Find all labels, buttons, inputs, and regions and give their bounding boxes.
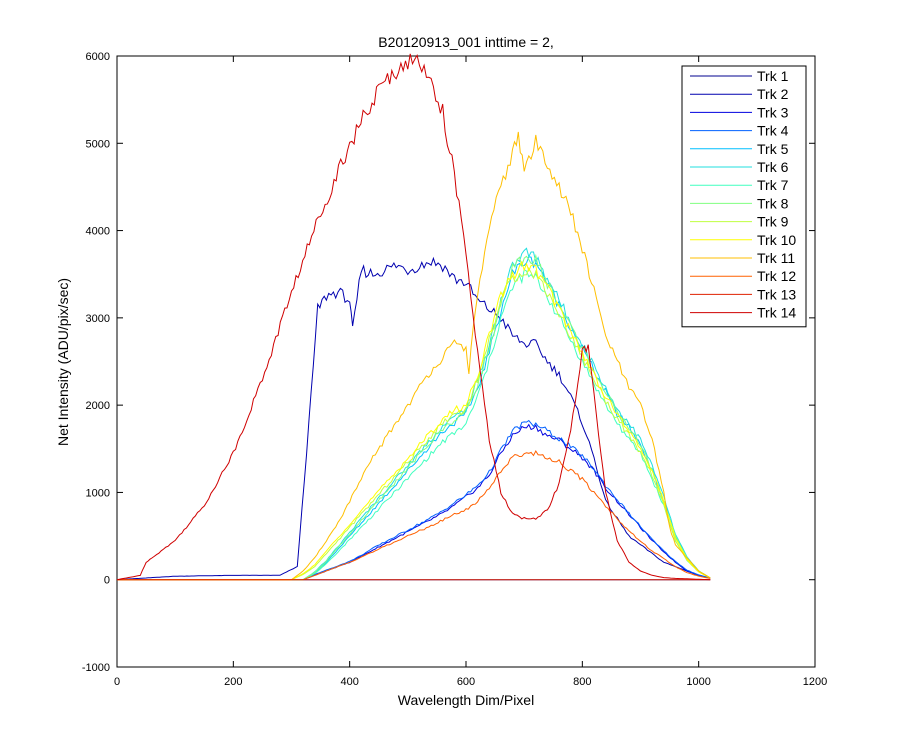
chart-title: B20120913_001 inttime = 2, xyxy=(378,34,554,50)
y-tick-label: 4000 xyxy=(86,226,110,238)
legend-box xyxy=(681,65,807,328)
x-tick-label: 400 xyxy=(340,676,358,688)
y-tick-label: 5000 xyxy=(86,138,110,150)
legend-entry: Trk 8 xyxy=(757,195,789,211)
x-tick-label: 200 xyxy=(224,676,242,688)
x-tick-label: 800 xyxy=(573,676,591,688)
legend-entry: Trk 7 xyxy=(757,177,789,193)
y-tick-label: -1000 xyxy=(82,662,110,674)
y-tick-label: 0 xyxy=(104,575,110,587)
legend-entry: Trk 10 xyxy=(757,232,796,248)
legend-entry: Trk 1 xyxy=(757,68,789,84)
legend-entry: Trk 9 xyxy=(757,214,789,230)
x-tick-label: 1200 xyxy=(803,676,827,688)
legend-entry: Trk 12 xyxy=(757,268,796,284)
x-tick-label: 1000 xyxy=(686,676,710,688)
legend-entry: Trk 6 xyxy=(757,159,789,175)
y-tick-label: 3000 xyxy=(86,313,110,325)
legend-entry: Trk 5 xyxy=(757,141,789,157)
series-line-trk-14 xyxy=(116,53,711,581)
axes: 0 200 400 600 800 1000 1200 -1000 0 1000 2000 3000 4… xyxy=(82,51,827,688)
series-layer xyxy=(116,53,711,581)
y-tick-label: 6000 xyxy=(86,51,110,63)
y-tick-label: 1000 xyxy=(86,487,110,499)
legend-entry: Trk 2 xyxy=(757,86,789,102)
series-line-trk-2 xyxy=(116,256,711,581)
x-axis-label: Wavelength Dim/Pixel xyxy=(398,692,534,708)
x-tick-label: 0 xyxy=(114,676,120,688)
y-tick-label: 2000 xyxy=(86,400,110,412)
legend-entry: Trk 14 xyxy=(757,305,796,321)
legend-entry: Trk 11 xyxy=(757,250,795,266)
legend-entry: Trk 3 xyxy=(757,104,789,120)
legend-entry: Trk 13 xyxy=(757,286,796,302)
legend-entry: Trk 4 xyxy=(757,123,789,139)
legend: Trk 1 Trk 2 Trk 3 Trk 4 Trk 5 Trk 6 Trk 7 Trk 8… xyxy=(681,65,807,328)
x-tick-label: 600 xyxy=(457,676,475,688)
y-axis-label: Net Intensity (ADU/pix/sec) xyxy=(55,278,71,446)
